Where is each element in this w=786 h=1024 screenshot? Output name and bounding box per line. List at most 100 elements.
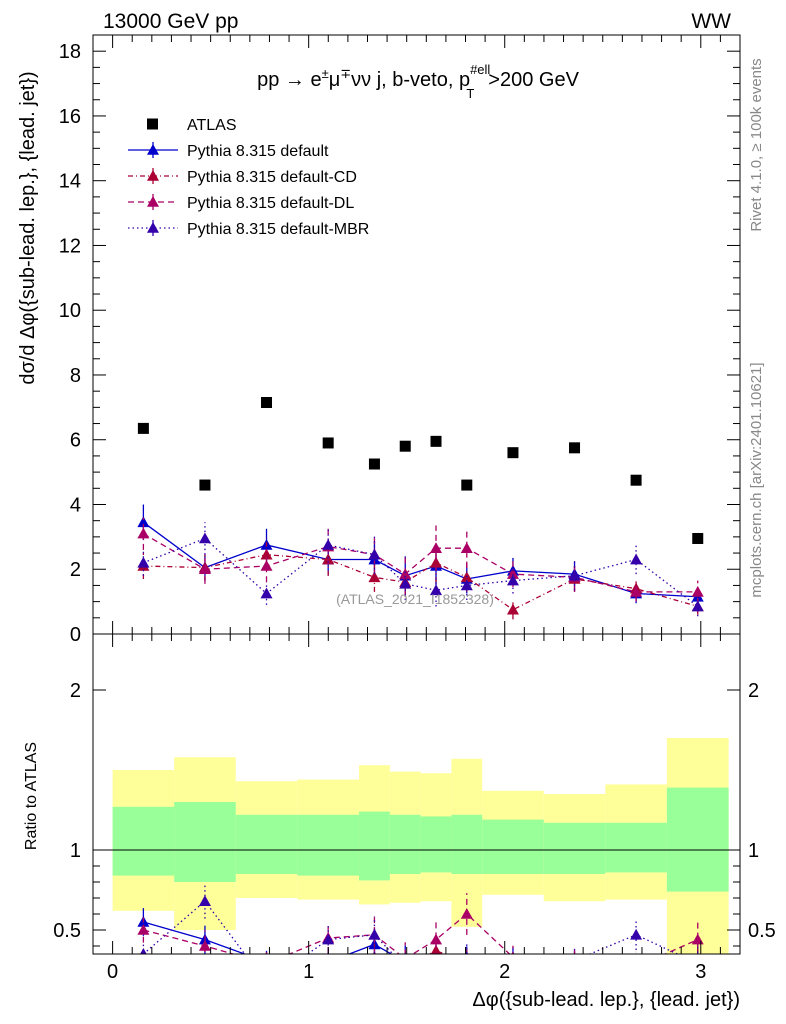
ratio-marker <box>198 940 211 951</box>
atlas-data-point <box>461 479 473 491</box>
ratio-tick-label-left: 2 <box>70 680 81 702</box>
ratio-marker <box>322 956 334 967</box>
y-tick-label: 10 <box>59 300 81 322</box>
series-marker <box>368 548 381 560</box>
series-marker <box>137 527 150 539</box>
ratio-marker <box>465 951 469 954</box>
ratio-band-inner <box>112 806 175 876</box>
x-tick-label: 3 <box>695 961 706 983</box>
series-marker <box>198 532 211 544</box>
ratio-band-inner <box>482 819 544 874</box>
y-tick-label: 14 <box>59 171 81 193</box>
legend-marker <box>147 222 159 233</box>
ratio-marker <box>630 961 642 972</box>
ratio-marker <box>399 961 411 972</box>
ratio-marker <box>322 956 334 967</box>
series-marker <box>368 571 381 583</box>
ratio-band-inner <box>235 814 298 874</box>
y-tick-label: 4 <box>70 494 81 516</box>
chart-title: pp → e±μ∓νν j, b-veto, p#ell T>200 GeV <box>257 62 579 101</box>
rivet-version-label: Rivet 4.1.0, ≥ 100k events <box>748 58 765 231</box>
series-marker <box>630 585 643 597</box>
ratio-y-axis-label: Ratio to ATLAS <box>23 742 40 850</box>
ratio-marker <box>261 956 273 967</box>
atlas-data-point <box>630 474 642 486</box>
series-marker <box>137 556 150 568</box>
atlas-data-point <box>569 442 581 454</box>
ratio-marker <box>630 962 642 973</box>
series-marker <box>506 603 519 615</box>
ratio-tick-label-left: 0.5 <box>53 920 81 942</box>
legend-marker-atlas <box>147 118 158 130</box>
series-marker <box>260 587 273 599</box>
legend-marker <box>147 170 159 181</box>
y-tick-label: 16 <box>59 106 81 128</box>
series-marker <box>198 563 211 575</box>
ratio-marker <box>261 956 273 967</box>
ratio-band-inner <box>359 811 390 881</box>
ratio-marker <box>569 956 581 967</box>
series-marker <box>430 584 443 596</box>
ratio-band-inner <box>297 814 360 876</box>
x-axis-label: Δφ({sub-lead. lep.}, {lead. jet}) <box>472 989 740 1011</box>
legend-marker <box>147 144 159 155</box>
ratio-band-inner <box>666 787 729 892</box>
ratio-marker <box>430 944 442 954</box>
ratio-marker <box>261 977 273 988</box>
process-label: WW <box>691 10 731 33</box>
ratio-tick-label-right: 1 <box>748 840 759 862</box>
ratio-marker <box>460 908 473 919</box>
ratio-marker <box>461 956 473 967</box>
ratio-marker <box>430 967 442 978</box>
x-tick-label: 0 <box>107 961 118 983</box>
series-marker <box>460 579 473 591</box>
series-line <box>143 533 698 593</box>
legend-entry-label: Pythia 8.315 default-DL <box>187 195 354 212</box>
ratio-marker <box>511 951 515 954</box>
ratio-uncertainty-bands <box>93 738 740 954</box>
series-marker <box>460 542 473 553</box>
ratio-band-inner <box>543 822 606 874</box>
ratio-marker <box>430 933 443 945</box>
x-tick-label: 2 <box>499 961 510 983</box>
ratio-marker <box>198 895 211 906</box>
ratio-marker <box>630 928 643 940</box>
series-marker <box>137 516 150 528</box>
ratio-band-inner <box>451 814 483 874</box>
legend-entry-label: Pythia 8.315 default-MBR <box>187 221 369 238</box>
legend: ATLAS Pythia 8.315 default Pythia 8.315 de… <box>128 117 369 238</box>
ratio-marker <box>569 956 581 967</box>
y-tick-label: 2 <box>70 559 81 581</box>
series-marker <box>430 542 443 553</box>
ratio-marker <box>137 924 150 935</box>
series-marker <box>322 538 335 550</box>
y-tick-label: 8 <box>70 365 81 387</box>
legend-entry-label: Pythia 8.315 default <box>187 143 329 160</box>
series-marker <box>399 568 412 579</box>
ratio-marker <box>569 954 581 965</box>
atlas-data-point <box>137 422 149 434</box>
atlas-data-point <box>322 437 334 449</box>
series-marker <box>430 556 443 568</box>
legend-entry-label: ATLAS <box>187 117 237 134</box>
ratio-marker <box>569 956 581 967</box>
y-axis-label: dσ/d Δφ({sub-lead. lep.}, {lead. jet}) <box>17 71 39 384</box>
ratio-marker <box>399 956 411 967</box>
main-series-layer <box>137 396 704 620</box>
ratio-marker <box>140 948 147 954</box>
legend-entry-label: Pythia 8.315 default-CD <box>187 169 357 186</box>
y-tick-label: 18 <box>59 41 81 63</box>
atlas-data-point <box>199 479 211 491</box>
series-marker <box>506 574 519 586</box>
atlas-data-point <box>261 396 273 408</box>
ratio-tick-label-right: 2 <box>748 680 759 702</box>
ratio-band-inner <box>174 802 236 882</box>
energy-label: 13000 GeV pp <box>103 10 238 33</box>
series-marker <box>260 548 273 560</box>
ratio-series-line <box>428 950 447 954</box>
ratio-marker <box>199 956 211 967</box>
ratio-marker <box>368 928 381 940</box>
analysis-watermark: (ATLAS_2021_I1852328) <box>336 591 494 607</box>
atlas-data-point <box>692 532 704 544</box>
